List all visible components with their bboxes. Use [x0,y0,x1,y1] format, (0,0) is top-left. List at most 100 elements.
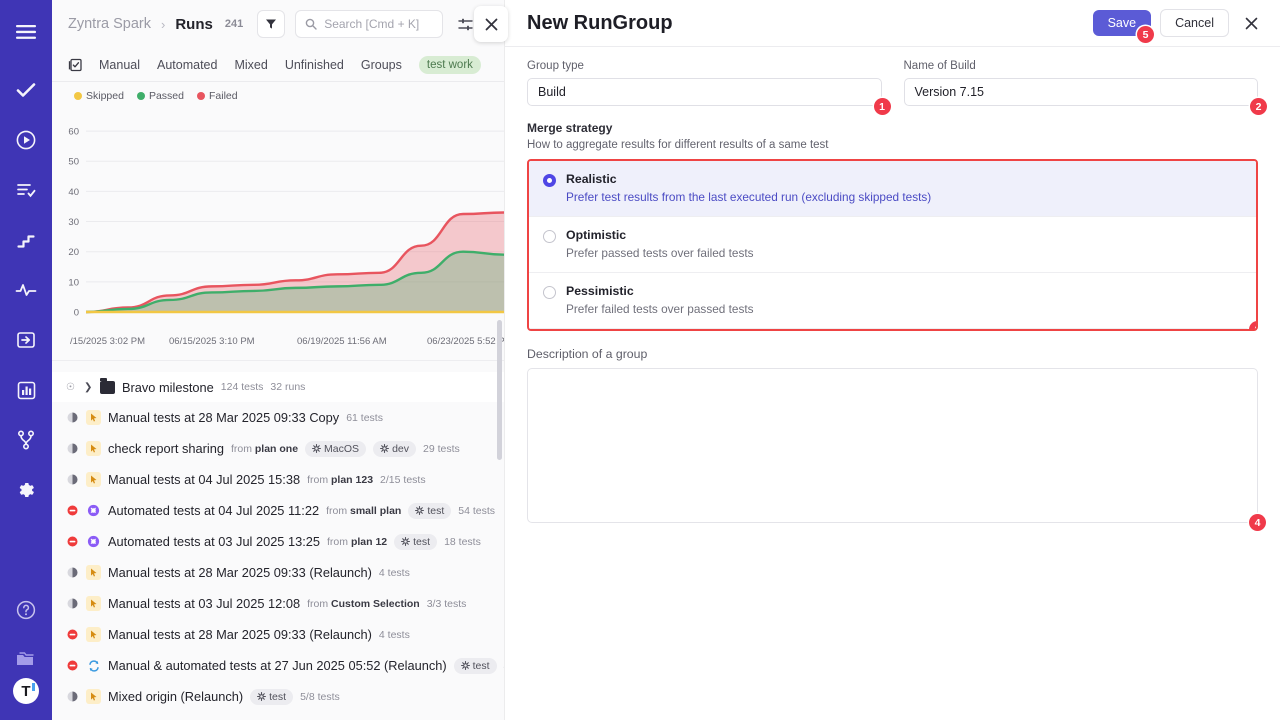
branch-icon[interactable] [6,420,46,460]
run-source-name: Custom Selection [331,597,420,610]
checks-icon[interactable] [6,70,46,110]
merge-strategy-header: Merge strategy How to aggregate results … [527,121,1258,151]
table-row-group[interactable]: ☉ ❯ Bravo milestone 124 tests 32 runs [52,372,504,402]
folder-icon[interactable] [6,638,46,678]
table-row[interactable]: Mixed origin (Relaunch) test 5/8 tests [52,681,504,712]
chevron-right-icon[interactable]: ❯ [84,381,93,393]
dialog-close-icon[interactable] [1238,10,1264,36]
search-input[interactable]: Search [Cmd + K] [295,10,444,38]
radio-pessimistic[interactable] [543,286,556,299]
run-title[interactable]: Manual tests at 28 Mar 2025 09:33 (Relau… [108,627,372,642]
tag-chip[interactable]: MacOS [305,440,367,457]
tag-chip[interactable]: test [394,533,438,550]
option-optimistic-desc: Prefer passed tests over failed tests [566,246,754,260]
run-title[interactable]: Manual & automated tests at 27 Jun 2025 … [108,658,447,673]
tab-unfinished[interactable]: Unfinished [284,57,344,72]
svg-text:20: 20 [68,247,79,258]
run-tests-count: 2/15 tests [380,473,426,486]
pin-icon[interactable]: ☉ [66,381,75,393]
legend-label-passed: Passed [148,90,184,102]
run-title[interactable]: Manual tests at 03 Jul 2025 12:08 [108,596,301,611]
chart-divider [52,360,504,361]
option-realistic[interactable]: Realistic Prefer test results from the l… [529,161,1256,217]
status-badge[interactable]: test work [418,55,481,74]
scrollbar[interactable] [497,320,502,460]
bar-chart-icon[interactable] [6,370,46,410]
chart-legend: Skipped Passed Failed [52,88,504,106]
build-name-input[interactable]: Version 7.15 [903,78,1258,106]
avatar[interactable]: T [13,678,39,704]
run-title[interactable]: Automated tests at 04 Jul 2025 11:22 [108,503,320,518]
chart-svg: 0 10 20 30 40 50 60 [68,127,504,319]
tab-all-icon[interactable] [68,58,82,72]
funnel-icon[interactable] [257,10,286,38]
tag-chip[interactable]: test [408,502,452,519]
import-icon[interactable] [6,320,46,360]
run-title[interactable]: Manual tests at 04 Jul 2025 15:38 [108,472,301,487]
tab-manual[interactable]: Manual [99,57,140,72]
annotation-badge-5: 5 [1137,26,1154,43]
table-row[interactable]: Automated tests at 03 Jul 2025 13:25 from… [52,526,504,557]
radio-realistic[interactable] [543,174,556,187]
avatar-letter: T [21,682,31,700]
cancel-button[interactable]: Cancel [1160,9,1229,37]
table-row[interactable]: Manual tests at 28 Mar 2025 09:33 (Relau… [52,557,504,588]
tag-chip[interactable]: test [453,657,497,674]
group-type-value: Build [538,85,566,99]
list-check-icon[interactable] [6,170,46,210]
activity-icon[interactable] [6,270,46,310]
group-type-label: Group type [527,60,584,72]
group-name[interactable]: Bravo milestone [122,379,214,395]
tag-chip[interactable]: test [250,688,294,705]
option-pessimistic-desc: Prefer failed tests over passed tests [566,302,754,316]
table-row[interactable]: check report sharing from plan one MacOS de… [52,433,504,464]
tab-automated[interactable]: Automated [157,57,218,72]
legend-label-skipped: Skipped [86,90,124,102]
type-icon-automated [86,503,101,518]
tab-groups[interactable]: Groups [360,57,402,72]
description-textarea[interactable]: 4 [527,368,1266,531]
svg-text:10: 10 [68,277,79,288]
breadcrumb-root[interactable]: Zyntra Spark [68,16,151,32]
run-title[interactable]: Manual tests at 28 Mar 2025 09:33 (Relau… [108,565,372,580]
annotation-badge-2: 2 [1250,98,1267,115]
tab-mixed[interactable]: Mixed [234,57,268,72]
status-icon-in-progress [66,690,79,703]
legend-label-failed: Failed [208,90,238,102]
run-tests-count: 18 tests [444,535,481,548]
gear-icon[interactable] [6,470,46,510]
dialog-fields: Group type Build 1 Name of Build Version… [527,60,1267,115]
close-icon[interactable] [474,6,508,42]
run-title[interactable]: Mixed origin (Relaunch) [108,689,244,704]
new-rungroup-dialog: New RunGroup Save Cancel 5 Group type Bu… [505,0,1280,720]
option-pessimistic[interactable]: Pessimistic Prefer failed tests over pas… [529,273,1256,329]
tag-chip[interactable]: dev [373,440,416,457]
table-row[interactable]: Manual tests at 28 Mar 2025 09:33 (Relau… [52,619,504,650]
type-icon-manual [86,410,101,425]
chart-plot-area: 0 10 20 30 40 50 60 [52,106,504,334]
table-row[interactable]: Automated tests at 04 Jul 2025 11:22 from… [52,495,504,526]
svg-text:50: 50 [68,157,79,168]
option-optimistic[interactable]: Optimistic Prefer passed tests over fail… [529,217,1256,273]
runs-list: ☉ ❯ Bravo milestone 124 tests 32 runs Ma… [52,372,504,712]
table-row[interactable]: Manual & automated tests at 27 Jun 2025 … [52,650,504,681]
play-circle-icon[interactable] [6,120,46,160]
legend-dot-passed [136,92,145,100]
run-title[interactable]: Automated tests at 03 Jul 2025 13:25 [108,534,321,549]
table-row[interactable]: Manual tests at 28 Mar 2025 09:33 Copy 61… [52,402,504,433]
dialog-header: New RunGroup Save Cancel 5 [505,0,1280,47]
run-title[interactable]: check report sharing [108,441,224,456]
table-row[interactable]: Manual tests at 03 Jul 2025 12:08 from Cu… [52,588,504,619]
group-type-input[interactable]: Build [527,78,882,106]
group-tests: 124 tests [220,381,264,393]
sliders-icon[interactable] [453,12,477,36]
steps-icon[interactable] [6,220,46,260]
run-title[interactable]: Manual tests at 28 Mar 2025 09:33 Copy [108,410,340,425]
type-icon-mixed [86,658,101,673]
radio-optimistic[interactable] [543,230,556,243]
type-icon-manual [86,689,101,704]
legend-dot-failed [196,92,205,100]
help-circle-icon[interactable] [6,590,46,630]
menu-icon[interactable] [6,12,46,52]
table-row[interactable]: Manual tests at 04 Jul 2025 15:38 from pl… [52,464,504,495]
